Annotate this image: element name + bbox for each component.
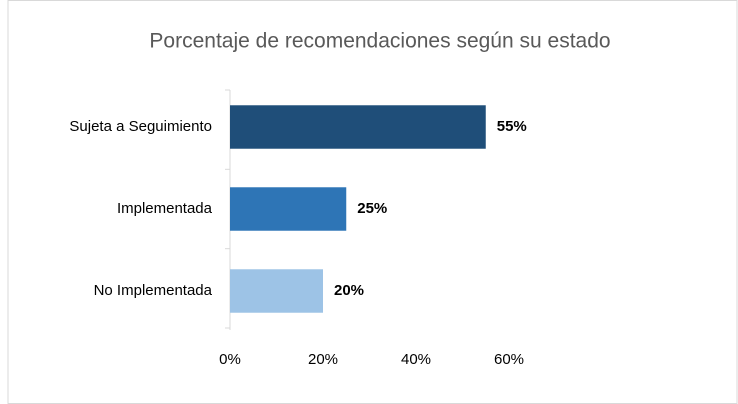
chart-title: Porcentaje de recomendaciones según su e… xyxy=(149,30,610,53)
value-label: 55% xyxy=(497,118,527,135)
x-tick-label: 20% xyxy=(308,351,338,368)
value-label: 20% xyxy=(334,282,364,299)
x-tick-label: 0% xyxy=(219,351,241,368)
bar xyxy=(230,269,323,313)
category-label: No Implementada xyxy=(94,282,213,299)
chart-border xyxy=(7,0,738,404)
category-label: Implementada xyxy=(117,200,213,217)
bar xyxy=(230,105,486,149)
bar xyxy=(230,187,347,231)
value-label: 25% xyxy=(357,200,387,217)
x-tick-label: 40% xyxy=(401,351,431,368)
category-label: Sujeta a Seguimiento xyxy=(69,118,212,135)
x-tick-label: 60% xyxy=(494,351,524,368)
